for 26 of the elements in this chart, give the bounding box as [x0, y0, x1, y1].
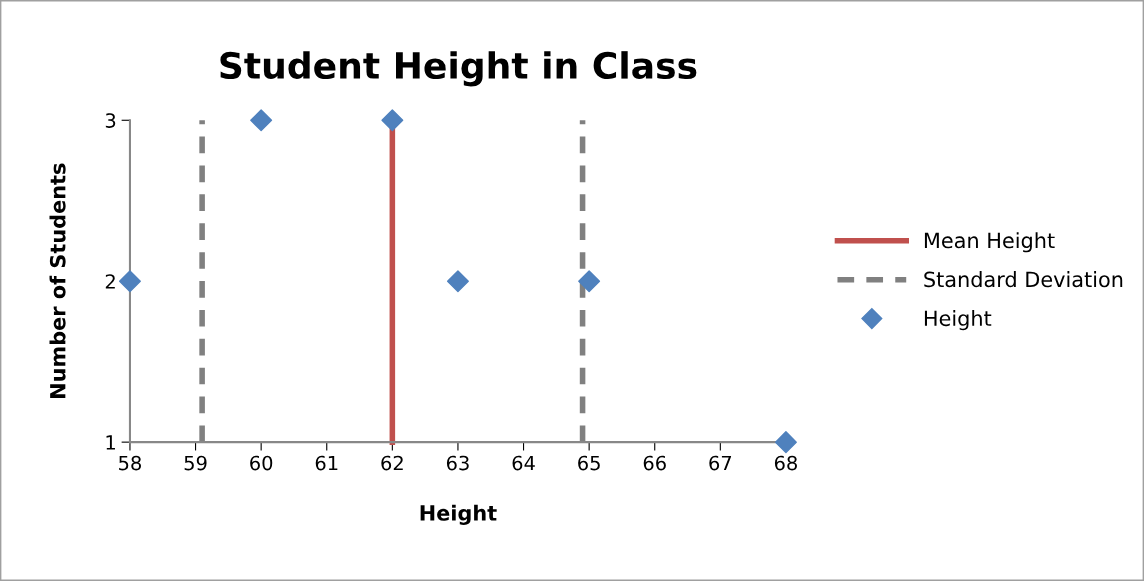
point — [578, 270, 601, 293]
x-tick-label: 58 — [119, 455, 141, 471]
y-tick-label: 2 — [105, 274, 115, 289]
legend-label: Mean Height — [924, 232, 1055, 253]
x-tick-label: 66 — [643, 455, 666, 471]
x-axis-title: Height — [420, 504, 497, 526]
legend-label: Standard Deviation — [924, 271, 1123, 288]
point — [446, 270, 469, 293]
point — [774, 431, 797, 454]
x-tick-label: 67 — [709, 455, 732, 471]
y-axis-title: Number of Students — [49, 163, 66, 398]
y-tick-label: 1 — [106, 435, 115, 450]
x-tick-label: 60 — [250, 455, 273, 471]
point — [118, 270, 141, 293]
x-tick-label: 65 — [578, 455, 600, 471]
x-tick-label: 59 — [184, 455, 207, 471]
point — [250, 109, 273, 132]
chart-title: Student Height in Class — [220, 51, 697, 87]
legend-label: Height — [924, 310, 992, 331]
x-tick-label: 62 — [381, 455, 403, 471]
x-tick-label: 64 — [512, 455, 535, 471]
x-tick-label: 68 — [774, 455, 797, 471]
y-tick-label: 3 — [105, 113, 116, 128]
x-tick-label: 63 — [446, 455, 469, 471]
x-tick-label: 61 — [315, 455, 338, 471]
point — [381, 109, 404, 132]
